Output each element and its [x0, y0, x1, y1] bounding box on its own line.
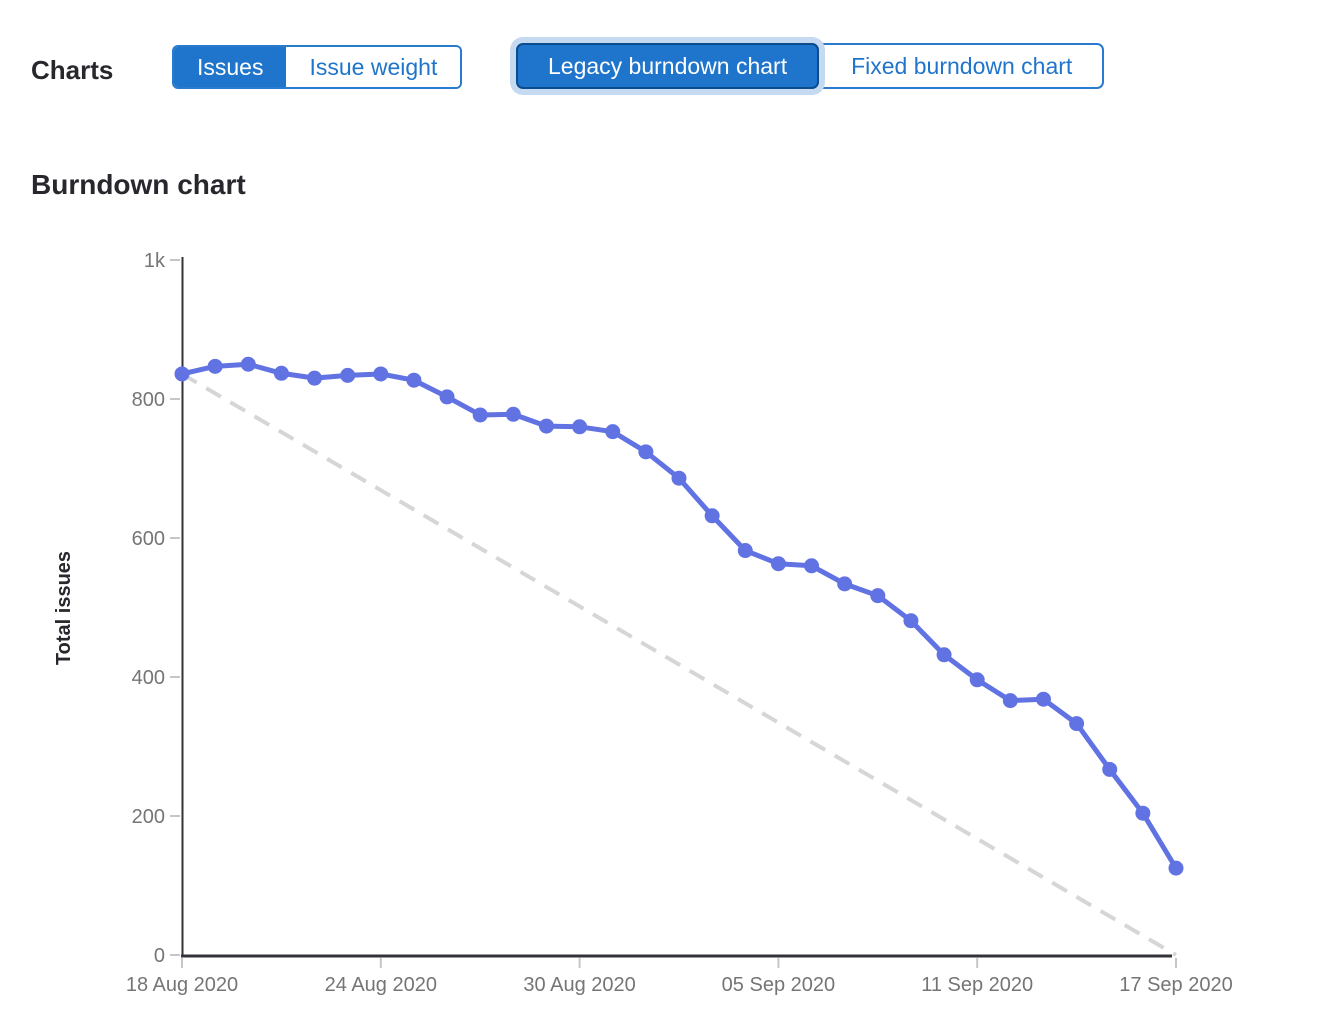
data-point[interactable]	[1002, 693, 1018, 709]
y-tick-label: 600	[132, 528, 165, 550]
data-point[interactable]	[538, 418, 554, 434]
data-point[interactable]	[1069, 716, 1085, 732]
y-tick-label: 800	[132, 389, 165, 411]
data-point[interactable]	[605, 424, 621, 440]
data-point[interactable]	[969, 672, 985, 688]
data-point[interactable]	[804, 558, 820, 574]
data-point[interactable]	[837, 576, 853, 592]
data-point[interactable]	[572, 419, 588, 435]
data-point[interactable]	[704, 508, 720, 524]
page-title: Burndown chart	[31, 169, 246, 200]
charts-label: Charts	[31, 55, 114, 85]
x-tick-label: 05 Sep 2020	[722, 974, 835, 996]
data-point[interactable]	[472, 407, 488, 423]
x-tick-label: 17 Sep 2020	[1119, 974, 1232, 996]
data-point[interactable]	[307, 370, 323, 386]
y-tick-label: 400	[132, 667, 165, 689]
chart-type-toggle-group: Legacy burndown chart Fixed burndown cha…	[516, 43, 1105, 89]
fixed-burndown-chart-button[interactable]: Fixed burndown chart	[815, 43, 1105, 89]
axis-ticks: 0 200 400 600 800 1k 18 Aug 2020 24 Aug 2020 30 …	[126, 250, 1233, 996]
data-point[interactable]	[671, 470, 687, 486]
guideline-dashed	[180, 372, 1178, 957]
data-point[interactable]	[273, 365, 289, 381]
data-point[interactable]	[240, 356, 256, 372]
data-point[interactable]	[505, 406, 521, 422]
burndown-series	[174, 356, 1184, 957]
data-point[interactable]	[1168, 860, 1184, 876]
issue-weight-button[interactable]: Issue weight	[286, 47, 461, 87]
legacy-burndown-chart-button[interactable]: Legacy burndown chart	[516, 43, 820, 89]
issues-button[interactable]: Issues	[174, 47, 287, 87]
x-tick-label: 30 Aug 2020	[523, 974, 635, 996]
x-tick-label: 18 Aug 2020	[126, 974, 238, 996]
data-point[interactable]	[439, 389, 455, 405]
x-tick-label: 11 Sep 2020	[921, 974, 1033, 996]
data-point[interactable]	[737, 543, 753, 559]
axes	[181, 257, 1172, 958]
series-line	[179, 361, 1179, 871]
data-point[interactable]	[340, 367, 356, 383]
data-point[interactable]	[770, 556, 786, 572]
data-point[interactable]	[1135, 805, 1151, 821]
data-point[interactable]	[1102, 761, 1118, 777]
data-point[interactable]	[207, 358, 223, 374]
y-tick-label: 200	[132, 806, 165, 828]
y-axis-title: Total issues	[53, 551, 75, 665]
data-point[interactable]	[373, 366, 389, 382]
data-point[interactable]	[174, 366, 190, 382]
x-tick-label: 24 Aug 2020	[325, 974, 437, 996]
data-point[interactable]	[1035, 691, 1051, 707]
data-point[interactable]	[638, 444, 654, 460]
y-tick-label: 0	[154, 945, 165, 967]
data-point[interactable]	[406, 372, 422, 388]
data-point[interactable]	[903, 613, 919, 629]
metric-toggle-group: Issues Issue weight	[172, 45, 463, 89]
y-tick-label: 1k	[144, 250, 166, 272]
data-point[interactable]	[870, 588, 886, 604]
data-point[interactable]	[936, 647, 952, 663]
